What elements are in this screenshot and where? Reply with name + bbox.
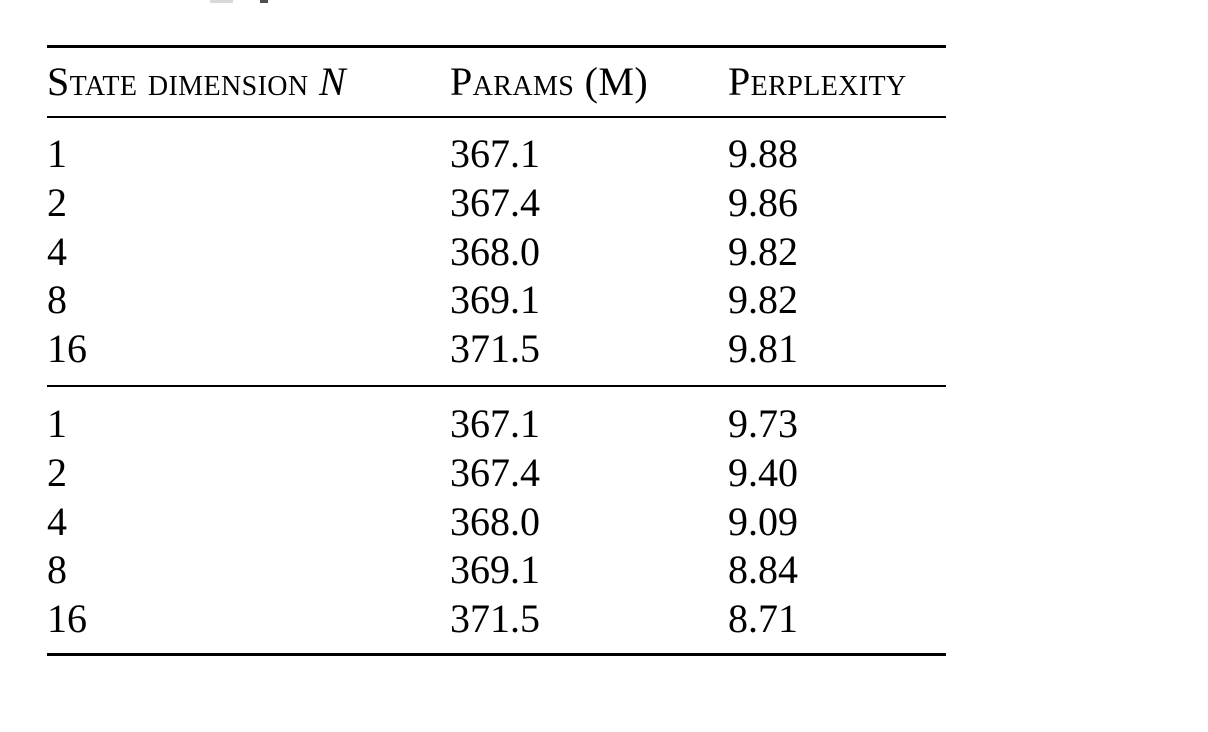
table-row: 4 368.0 9.09 <box>47 498 946 547</box>
table-header-rule <box>47 116 946 118</box>
table-row: 4 368.0 9.82 <box>47 228 946 277</box>
cell-params: 367.4 <box>450 449 540 495</box>
table-body-group-1: 1 367.1 9.88 2 367.4 9.86 4 368.0 9.82 <box>47 118 946 385</box>
cell-perplexity: 9.09 <box>728 498 798 544</box>
cell-params: 369.1 <box>450 277 540 323</box>
cell-perplexity: 9.82 <box>728 228 798 274</box>
cell-perplexity: 8.84 <box>728 547 798 593</box>
cell-params: 371.5 <box>450 326 540 372</box>
cell-perplexity: 9.73 <box>728 400 798 446</box>
cell-state-dimension: 8 <box>47 277 67 323</box>
table-body-group-2: 1 367.1 9.73 2 367.4 9.40 4 368.0 9.09 <box>47 387 946 653</box>
cell-params: 367.4 <box>450 179 540 225</box>
table-bottom-rule <box>47 652 946 656</box>
cell-state-dimension: 1 <box>47 400 67 446</box>
cell-state-dimension: 4 <box>47 228 67 274</box>
cell-perplexity: 8.71 <box>728 596 798 642</box>
table-row: 8 369.1 9.82 <box>47 276 946 325</box>
column-header-params: Params (M) <box>450 59 649 104</box>
column-header-perplexity: Perplexity <box>728 59 907 104</box>
table-row: 2 367.4 9.40 <box>47 449 946 498</box>
cell-perplexity: 9.81 <box>728 326 798 372</box>
cell-params: 367.1 <box>450 400 540 446</box>
cell-state-dimension: 1 <box>47 131 67 176</box>
caption-remnant-mark <box>260 0 268 3</box>
table-row: 2 367.4 9.86 <box>47 179 946 228</box>
cell-state-dimension: 8 <box>47 547 67 593</box>
results-table: State dimension N Params (M) Perplexity … <box>47 45 946 656</box>
table-row: 16 371.5 9.81 <box>47 325 946 374</box>
cell-params: 368.0 <box>450 228 540 274</box>
cell-params: 367.1 <box>450 131 540 176</box>
table-row: 1 367.1 9.73 <box>47 400 946 449</box>
column-header-state-dimension: State dimension N <box>47 48 450 116</box>
table-mid-rule <box>47 384 946 387</box>
cell-state-dimension: 4 <box>47 498 67 544</box>
cell-perplexity: 9.86 <box>728 179 798 225</box>
cell-state-dimension: 2 <box>47 449 67 495</box>
table-row: 16 371.5 8.71 <box>47 595 946 644</box>
table-row: 1 367.1 9.88 <box>47 130 946 179</box>
table-top-rule <box>47 45 946 48</box>
table-row: 8 369.1 8.84 <box>47 546 946 595</box>
state-dimension-symbol: N <box>318 59 346 104</box>
caption-remnant-mark <box>210 0 233 3</box>
cell-perplexity: 9.40 <box>728 449 798 495</box>
table-header-row: State dimension N Params (M) Perplexity <box>47 48 946 116</box>
cell-state-dimension: 2 <box>47 179 67 225</box>
cell-perplexity: 9.88 <box>728 131 798 176</box>
cell-params: 368.0 <box>450 498 540 544</box>
cell-state-dimension: 16 <box>47 326 87 372</box>
state-dimension-label: State dimension <box>47 59 309 104</box>
cell-state-dimension: 16 <box>47 596 87 642</box>
cell-params: 371.5 <box>450 596 540 642</box>
cell-perplexity: 9.82 <box>728 277 798 323</box>
cell-params: 369.1 <box>450 547 540 593</box>
